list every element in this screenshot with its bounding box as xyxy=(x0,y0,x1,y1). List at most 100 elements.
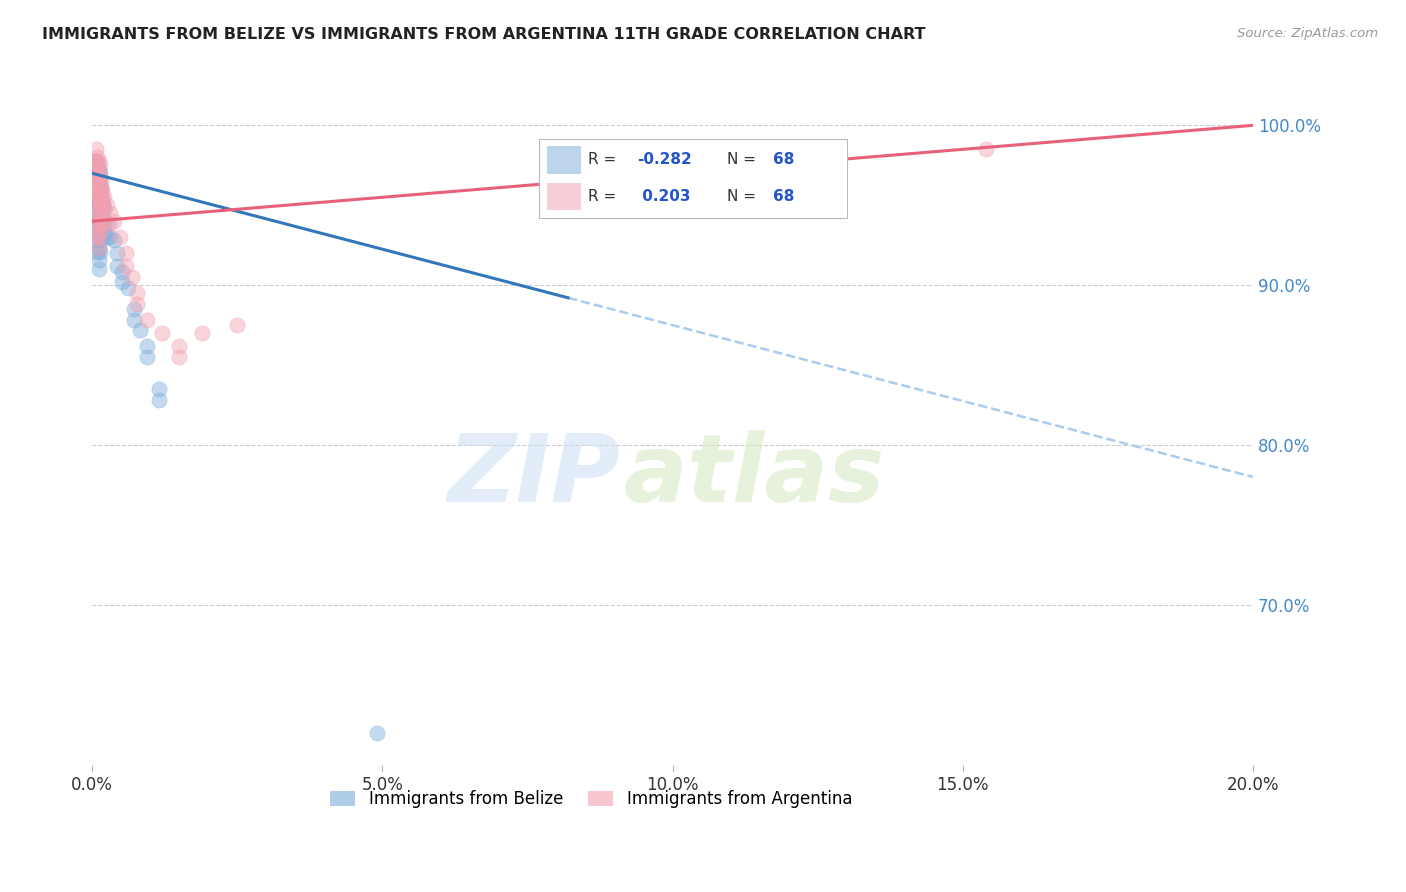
Point xyxy=(150,326,173,340)
Point xyxy=(122,313,145,327)
Point xyxy=(127,297,149,311)
Point xyxy=(87,174,110,188)
Point xyxy=(84,176,107,190)
Text: IMMIGRANTS FROM BELIZE VS IMMIGRANTS FROM ARGENTINA 11TH GRADE CORRELATION CHART: IMMIGRANTS FROM BELIZE VS IMMIGRANTS FRO… xyxy=(42,27,925,42)
Point xyxy=(89,234,111,248)
Point xyxy=(90,196,112,211)
Point xyxy=(89,169,111,184)
Point xyxy=(84,166,107,180)
Point xyxy=(111,275,134,289)
Point xyxy=(114,246,136,260)
Point xyxy=(128,323,150,337)
Point xyxy=(87,196,110,211)
Point xyxy=(84,188,107,202)
Point xyxy=(87,219,110,233)
Point xyxy=(105,259,128,273)
Point xyxy=(91,202,114,216)
Point xyxy=(89,226,111,240)
Point xyxy=(103,214,125,228)
Point xyxy=(86,202,108,216)
Point xyxy=(89,178,111,192)
Point xyxy=(91,210,114,224)
Point xyxy=(90,206,112,220)
Point xyxy=(226,318,249,332)
Point xyxy=(84,153,107,168)
Point xyxy=(87,241,110,255)
Point xyxy=(83,163,105,178)
Point xyxy=(83,174,105,188)
Point xyxy=(86,190,108,204)
Point xyxy=(89,222,111,236)
Point xyxy=(103,234,125,248)
Text: atlas: atlas xyxy=(624,430,884,522)
Point xyxy=(83,186,105,200)
Point xyxy=(90,174,112,188)
Point xyxy=(86,228,108,243)
Point xyxy=(84,174,107,188)
Point xyxy=(89,188,111,202)
Point xyxy=(89,244,111,259)
Point xyxy=(366,725,388,739)
Point xyxy=(84,187,107,202)
Point xyxy=(86,206,108,220)
Point xyxy=(91,182,114,196)
Point xyxy=(87,153,110,168)
Point xyxy=(91,198,114,212)
Point xyxy=(86,169,108,184)
Legend: Immigrants from Belize, Immigrants from Argentina: Immigrants from Belize, Immigrants from … xyxy=(323,783,859,814)
Point xyxy=(86,184,108,198)
Point xyxy=(87,210,110,224)
Point xyxy=(83,188,105,202)
Point xyxy=(84,178,107,192)
Point xyxy=(86,150,108,164)
Point xyxy=(84,169,107,184)
Point xyxy=(84,186,107,200)
Point xyxy=(167,339,190,353)
Point xyxy=(98,230,121,244)
Point xyxy=(90,218,112,232)
Point xyxy=(974,142,997,156)
Point xyxy=(87,186,110,200)
Point xyxy=(127,286,149,301)
Point xyxy=(86,161,108,176)
Point xyxy=(91,214,114,228)
Point xyxy=(84,142,107,156)
Point xyxy=(87,252,110,267)
Point xyxy=(84,153,107,168)
Point xyxy=(90,195,112,210)
Point xyxy=(91,216,114,230)
Point xyxy=(84,196,107,211)
Text: Source: ZipAtlas.com: Source: ZipAtlas.com xyxy=(1237,27,1378,40)
Point xyxy=(148,382,170,396)
Point xyxy=(86,158,108,172)
Point xyxy=(86,218,108,232)
Point xyxy=(122,302,145,317)
Point xyxy=(105,246,128,260)
Point xyxy=(167,350,190,364)
Point xyxy=(89,166,111,180)
Point xyxy=(191,326,214,340)
Point xyxy=(89,182,111,196)
Point xyxy=(84,165,107,179)
Point xyxy=(87,262,110,277)
Point xyxy=(90,182,112,196)
Point xyxy=(83,166,105,180)
Point xyxy=(84,153,107,168)
Point xyxy=(87,230,110,244)
Point xyxy=(89,204,111,219)
Point xyxy=(136,350,159,364)
Point xyxy=(84,182,107,196)
Point xyxy=(86,212,108,227)
Point xyxy=(89,158,111,172)
Point xyxy=(89,194,111,208)
Point xyxy=(86,234,108,248)
Point xyxy=(87,165,110,179)
Point xyxy=(148,393,170,408)
Point xyxy=(108,230,131,244)
Point xyxy=(86,195,108,210)
Point xyxy=(93,190,115,204)
Point xyxy=(98,218,121,232)
Point xyxy=(86,172,108,186)
Point xyxy=(86,222,108,236)
Point xyxy=(93,202,115,216)
